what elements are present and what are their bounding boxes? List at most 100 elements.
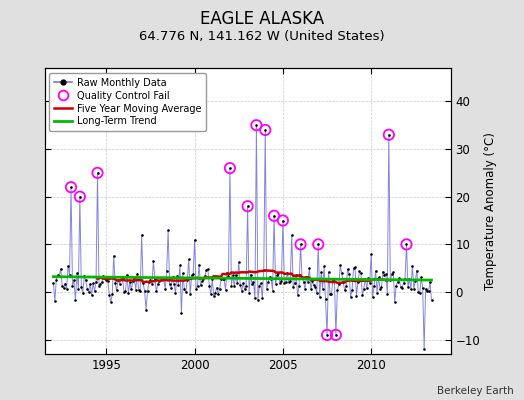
Point: [179, 270, 187, 277]
Point: [386, 277, 395, 284]
Point: [315, 294, 324, 301]
Point: [219, 275, 227, 282]
Point: [358, 292, 367, 298]
Point: [277, 278, 286, 284]
Point: [142, 306, 150, 313]
Point: [324, 269, 333, 275]
Point: [74, 286, 83, 292]
Point: [264, 279, 272, 285]
Point: [355, 268, 364, 275]
Point: [98, 279, 106, 285]
Point: [388, 271, 396, 278]
Point: [398, 284, 406, 291]
Point: [171, 290, 180, 296]
Point: [204, 266, 212, 272]
Point: [220, 276, 228, 283]
Point: [177, 310, 185, 316]
Point: [73, 270, 81, 277]
Point: [367, 251, 375, 257]
Point: [213, 284, 221, 291]
Point: [206, 291, 215, 297]
Point: [359, 286, 368, 292]
Point: [426, 279, 434, 285]
Point: [270, 212, 278, 219]
Point: [61, 280, 69, 287]
Point: [320, 263, 329, 270]
Point: [339, 279, 347, 286]
Point: [314, 241, 322, 248]
Point: [312, 290, 321, 297]
Point: [226, 165, 234, 171]
Point: [304, 278, 312, 285]
Point: [245, 290, 253, 296]
Point: [108, 291, 116, 298]
Point: [397, 284, 405, 290]
Point: [224, 273, 233, 279]
Point: [223, 269, 231, 276]
Point: [226, 165, 234, 171]
Point: [233, 280, 242, 287]
Point: [180, 286, 189, 292]
Point: [127, 286, 136, 292]
Point: [115, 280, 124, 287]
Point: [211, 290, 220, 296]
Point: [402, 241, 411, 248]
Point: [199, 276, 208, 282]
Point: [389, 269, 397, 275]
Point: [329, 277, 337, 284]
Point: [111, 280, 119, 287]
Point: [188, 272, 196, 279]
Point: [366, 280, 374, 286]
Point: [67, 184, 75, 190]
Point: [408, 263, 417, 269]
Point: [83, 285, 91, 292]
Point: [297, 241, 305, 248]
Point: [117, 276, 125, 282]
Point: [102, 276, 111, 283]
Point: [377, 284, 386, 290]
Point: [274, 270, 282, 276]
Point: [336, 262, 344, 269]
Point: [268, 287, 277, 294]
Point: [308, 278, 316, 284]
Point: [405, 276, 413, 283]
Point: [196, 282, 205, 288]
Point: [189, 271, 198, 278]
Point: [202, 266, 211, 273]
Point: [237, 288, 246, 294]
Point: [183, 277, 191, 283]
Point: [333, 287, 342, 293]
Point: [328, 290, 336, 297]
Point: [373, 289, 381, 296]
Point: [66, 272, 74, 278]
Point: [121, 288, 129, 294]
Point: [210, 293, 218, 299]
Point: [411, 278, 420, 284]
Point: [170, 280, 178, 287]
Point: [263, 285, 271, 292]
Point: [261, 127, 269, 133]
Point: [214, 291, 222, 297]
Point: [235, 259, 243, 265]
Point: [205, 283, 213, 289]
Point: [381, 271, 390, 277]
Point: [105, 291, 114, 298]
Point: [332, 332, 340, 338]
Point: [126, 279, 134, 286]
Point: [346, 294, 355, 300]
Point: [298, 274, 306, 280]
Point: [376, 286, 384, 292]
Point: [89, 280, 97, 286]
Point: [402, 241, 411, 248]
Point: [53, 272, 62, 278]
Text: 64.776 N, 141.162 W (United States): 64.776 N, 141.162 W (United States): [139, 30, 385, 43]
Point: [77, 284, 85, 290]
Point: [148, 280, 156, 287]
Point: [198, 278, 206, 285]
Point: [57, 266, 65, 272]
Point: [82, 277, 90, 284]
Point: [80, 273, 89, 279]
Point: [252, 122, 260, 128]
Point: [271, 281, 280, 288]
Point: [49, 279, 58, 286]
